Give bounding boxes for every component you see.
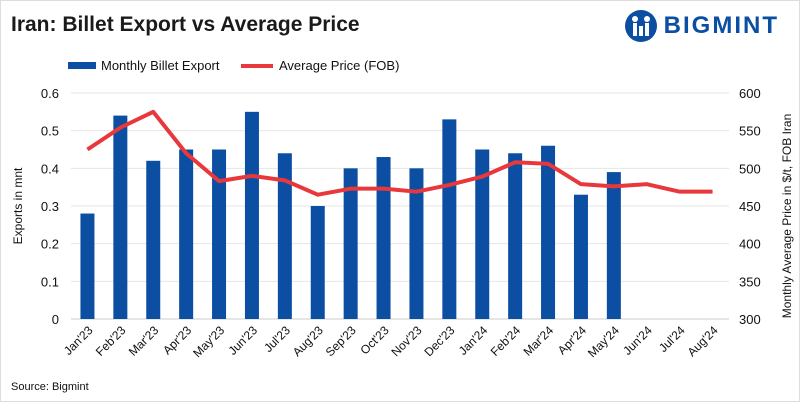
left-tick-label: 0.2	[41, 237, 59, 252]
right-tick-label: 600	[739, 86, 761, 101]
bar-Apr'24	[574, 195, 588, 319]
right-tick-label: 500	[739, 161, 761, 176]
bar-Feb'24	[508, 153, 522, 319]
left-tick-label: 0.4	[41, 161, 59, 176]
legend-bar-label: Monthly Billet Export	[101, 58, 220, 73]
bar-Jan'23	[80, 214, 94, 319]
bar-Mar'23	[146, 161, 160, 319]
bar-Aug'23	[311, 206, 325, 319]
bar-Apr'23	[179, 150, 193, 320]
bar-Oct'23	[377, 157, 391, 319]
x-tick-label: Oct'23	[358, 323, 392, 357]
x-tick-label: Dec'23	[421, 323, 457, 359]
left-tick-label: 0.1	[41, 274, 59, 289]
bar-Mar'24	[541, 146, 555, 319]
bar-Jun'23	[245, 112, 259, 319]
x-tick-label: Sep'23	[323, 323, 359, 359]
left-tick-label: 0.3	[41, 199, 59, 214]
x-tick-label: May'23	[190, 323, 227, 360]
x-tick-label: Jul'24	[656, 323, 688, 355]
x-tick-label: Apr'24	[555, 323, 589, 357]
x-tick-label: Jun'23	[225, 323, 260, 358]
x-tick-label: Mar'24	[521, 323, 557, 359]
x-tick-label: Feb'24	[488, 323, 524, 359]
right-tick-label: 350	[739, 274, 761, 289]
right-axis-label: Monthly Average Price in $/t, FOB Iran	[780, 114, 794, 319]
left-tick-label: 0	[52, 312, 59, 327]
right-tick-label: 550	[739, 124, 761, 139]
x-tick-label: Nov'23	[389, 323, 425, 359]
x-tick-label: Aug'24	[685, 323, 721, 359]
x-tick-label: May'24	[585, 323, 622, 360]
x-tick-label: Jun'24	[620, 323, 655, 358]
bar-Dec'23	[442, 119, 456, 319]
bar-May'24	[607, 172, 621, 319]
right-tick-label: 400	[739, 237, 761, 252]
right-tick-label: 300	[739, 312, 761, 327]
left-tick-label: 0.6	[41, 86, 59, 101]
x-tick-label: Jul'23	[261, 323, 293, 355]
x-tick-label: Apr'23	[160, 323, 194, 357]
x-tick-label: Jan'23	[61, 323, 96, 358]
x-tick-label: Jan'24	[456, 323, 491, 358]
x-tick-label: Mar'23	[126, 323, 162, 359]
left-axis-label: Exports in mnt	[11, 167, 25, 244]
x-tick-label: Aug'23	[290, 323, 326, 359]
x-tick-label: Feb'23	[93, 323, 129, 359]
left-tick-label: 0.5	[41, 124, 59, 139]
legend-line-label: Average Price (FOB)	[279, 58, 399, 73]
legend-bar-swatch	[68, 62, 96, 69]
bar-Feb'23	[113, 116, 127, 319]
right-tick-label: 450	[739, 199, 761, 214]
